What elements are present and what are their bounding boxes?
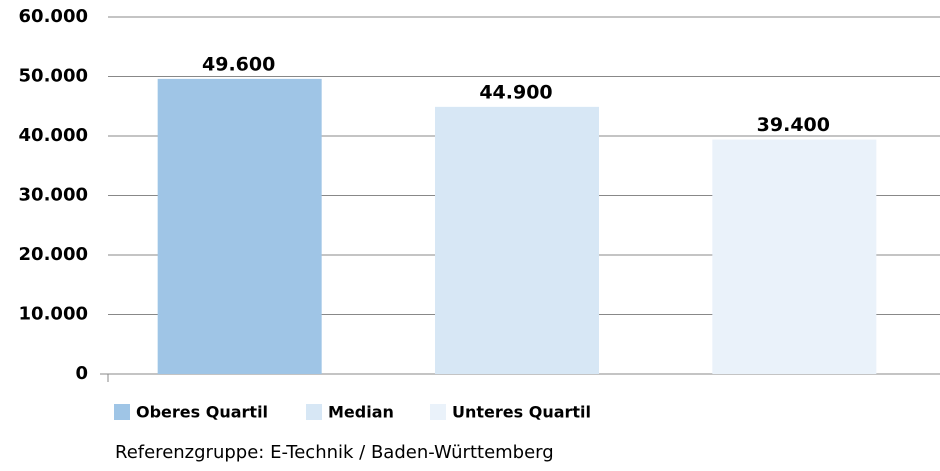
footnote: Referenzgruppe: E-Technik / Baden-Württe… [115,442,554,463]
bar [712,139,877,374]
y-tick-label: 20.000 [19,244,88,265]
y-tick-label: 30.000 [19,185,88,206]
legend-label: Oberes Quartil [136,403,268,422]
legend-swatch [114,404,130,420]
y-tick-label: 60.000 [19,6,88,27]
bar [435,106,599,374]
y-tick-label: 40.000 [19,125,88,146]
bar [157,78,322,374]
legend-swatch [430,404,446,420]
y-tick-label: 10.000 [19,304,88,325]
legend-label: Median [328,403,394,422]
value-label: 39.400 [757,114,830,136]
legend-label: Unteres Quartil [452,403,591,422]
legend-swatch [306,404,322,420]
value-label: 44.900 [479,81,552,103]
y-tick-label: 0 [75,363,88,384]
y-tick-label: 50.000 [19,66,88,87]
value-label: 49.600 [202,53,275,75]
